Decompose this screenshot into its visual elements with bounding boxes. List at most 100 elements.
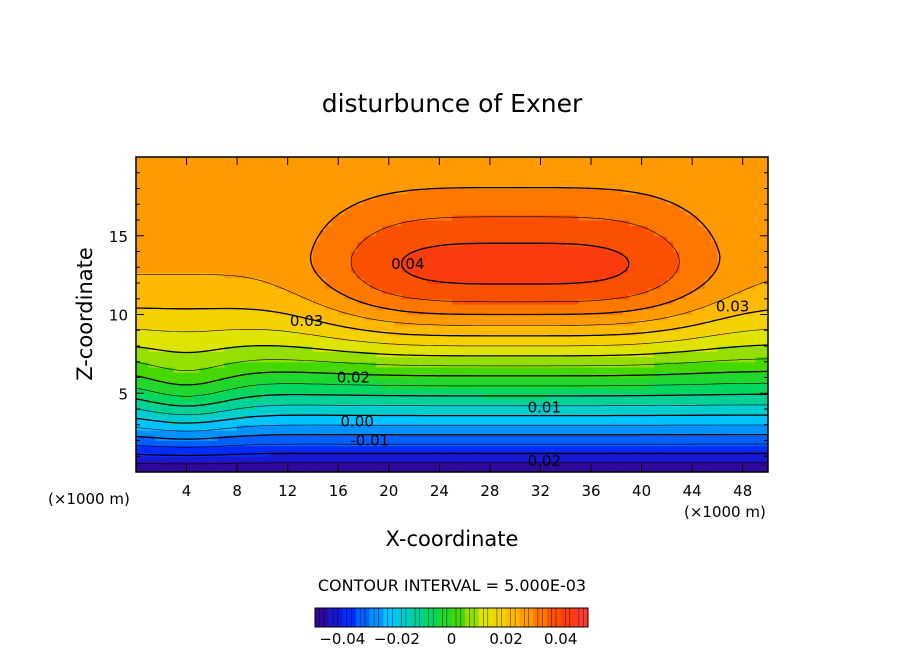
field-cell	[230, 183, 238, 190]
field-cell	[376, 440, 384, 447]
field-cell	[218, 388, 226, 394]
field-cell	[369, 199, 377, 205]
field-cell	[464, 456, 472, 463]
field-cell	[338, 314, 346, 321]
field-cell	[167, 267, 175, 274]
field-cell	[148, 188, 156, 195]
field-cell	[154, 214, 162, 221]
field-cell	[350, 309, 358, 316]
field-cell	[477, 325, 485, 331]
field-cell	[496, 325, 504, 331]
field-cell	[483, 246, 491, 253]
field-cell	[243, 388, 251, 394]
field-cell	[584, 351, 592, 358]
field-cell	[344, 409, 352, 415]
field-cell	[338, 272, 346, 279]
field-cell	[338, 262, 346, 268]
field-cell	[641, 456, 649, 463]
field-cell	[527, 288, 535, 295]
field-cell	[344, 351, 352, 358]
field-cell	[527, 193, 535, 200]
field-cell	[654, 346, 662, 352]
field-cell	[565, 230, 573, 237]
field-cell	[281, 298, 289, 305]
field-cell	[540, 277, 548, 284]
field-cell	[142, 157, 150, 163]
field-cell	[243, 241, 251, 247]
field-cell	[426, 241, 434, 247]
field-cell	[414, 456, 421, 463]
field-cell	[458, 262, 466, 268]
field-cell	[635, 204, 643, 211]
field-cell	[508, 262, 516, 268]
field-cell	[142, 209, 150, 216]
field-cell	[420, 172, 428, 179]
field-cell	[420, 283, 428, 289]
field-cell	[154, 340, 162, 347]
field-cell	[325, 256, 333, 263]
field-cell	[597, 304, 605, 310]
field-cell	[591, 309, 598, 316]
field-cell	[237, 461, 245, 468]
field-cell	[591, 424, 598, 431]
field-cell	[300, 225, 308, 232]
field-cell	[357, 204, 365, 211]
field-cell	[635, 272, 643, 279]
field-cell	[395, 367, 403, 373]
field-cell	[395, 356, 403, 363]
field-cell	[433, 283, 440, 289]
field-cell	[515, 424, 523, 431]
field-cell	[186, 372, 194, 379]
field-cell	[224, 382, 232, 389]
field-cell	[445, 188, 453, 195]
field-cell	[489, 445, 497, 452]
field-cell	[496, 193, 504, 200]
field-cell	[401, 220, 409, 226]
field-cell	[369, 340, 377, 347]
field-cell	[489, 466, 497, 472]
field-cell	[161, 414, 169, 421]
field-cell	[306, 293, 314, 300]
field-cell	[173, 230, 181, 237]
field-cell	[369, 220, 377, 226]
field-cell	[275, 214, 282, 221]
field-cell	[173, 309, 181, 316]
field-cell	[167, 256, 175, 263]
field-cell	[148, 430, 156, 436]
field-cell	[161, 388, 169, 394]
field-cell	[407, 225, 415, 232]
field-cell	[553, 288, 561, 295]
field-cell	[433, 319, 440, 326]
field-cell	[369, 356, 377, 363]
field-cell	[546, 304, 554, 310]
field-cell	[477, 330, 485, 337]
field-cell	[470, 162, 478, 169]
field-cell	[319, 193, 327, 200]
field-cell	[205, 398, 213, 405]
field-cell	[395, 214, 403, 221]
field-cell	[527, 178, 535, 184]
field-cell	[521, 403, 529, 410]
field-cell	[584, 193, 592, 200]
field-cell	[136, 335, 143, 342]
field-cell	[534, 409, 542, 415]
field-cell	[180, 262, 188, 268]
field-cell	[496, 251, 504, 258]
field-cell	[439, 157, 447, 163]
field-cell	[559, 466, 567, 472]
field-cell	[603, 172, 611, 179]
field-cell	[319, 382, 327, 389]
field-cell	[433, 409, 440, 415]
field-cell	[268, 456, 276, 463]
field-cell	[452, 388, 459, 394]
field-cell	[540, 209, 548, 216]
field-cell	[546, 398, 554, 405]
field-cell	[433, 162, 440, 169]
field-cell	[534, 388, 542, 394]
field-cell	[256, 456, 263, 463]
field-cell	[401, 430, 409, 436]
field-cell	[256, 382, 263, 389]
field-cell	[584, 256, 592, 263]
field-cell	[363, 456, 371, 463]
field-cell	[249, 367, 257, 373]
